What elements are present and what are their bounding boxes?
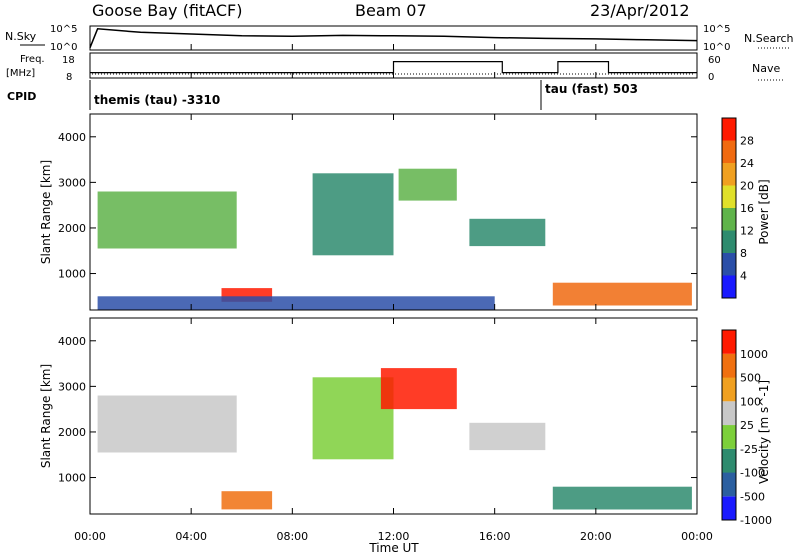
colorbar-frame (721, 329, 737, 521)
freq-trace (90, 61, 697, 74)
colorbar-swatch (722, 401, 736, 426)
noise-left-tick-bottom: 10^0 (50, 42, 77, 53)
y-tick-label: 4000 (58, 131, 86, 144)
colorbar-tick-label: 24 (740, 157, 754, 170)
noise-right-label: N.Search (744, 32, 794, 45)
freq-label-1: Freq. (20, 54, 45, 65)
echo-region (97, 395, 237, 453)
power-colorbar: 4 8 12 16 20 24 28 (721, 117, 754, 299)
freq-label-2: [MHz] (6, 68, 35, 79)
x-tick-label: 16:00 (479, 530, 511, 543)
y-tick-label: 3000 (58, 380, 86, 393)
y-tick-label: 4000 (58, 335, 86, 348)
echo-region (469, 422, 546, 451)
colorbar-frame (721, 117, 737, 299)
noise-right-tick-bottom: 10^0 (703, 42, 730, 53)
station-title: Goose Bay (fitACF) (92, 1, 242, 20)
colorbar-tick-label: 25 (740, 419, 754, 432)
echo-region (97, 296, 495, 310)
noise-sky-trace (89, 28, 698, 48)
cpid-segment-1: themis (tau) -3310 (94, 93, 220, 107)
colorbar-swatch (722, 118, 736, 141)
x-tick-label: 04:00 (175, 530, 207, 543)
nave-tick-bottom: 0 (708, 72, 714, 83)
colorbar-swatch (722, 472, 736, 497)
time-axis: 00:00 04:00 08:00 12:00 16:00 20:00 00:00 (74, 44, 713, 543)
velocity-colorbar-label: Velocity [m s^-1] (757, 380, 771, 484)
echo-region (97, 191, 237, 249)
colorbar-tick-label: -25 (740, 443, 758, 456)
beam-title: Beam 07 (355, 1, 427, 20)
colorbar-tick-label: 4 (740, 270, 747, 283)
cpid-segment-2: tau (fast) 503 (545, 82, 638, 96)
colorbar-swatch (722, 230, 736, 253)
power-data (97, 168, 692, 310)
velocity-data (97, 368, 692, 510)
power-y-axis: 1000 2000 3000 4000 (58, 131, 697, 281)
x-tick-label: 00:00 (74, 530, 106, 543)
cpid-label: CPID (7, 90, 36, 103)
colorbar-swatch (722, 163, 736, 186)
cpid-panel: CPID themis (tau) -3310 tau (fast) 503 (7, 80, 638, 110)
colorbar-swatch (722, 275, 736, 298)
x-tick-label: 08:00 (276, 530, 308, 543)
echo-region (312, 173, 394, 256)
colorbar-swatch (722, 208, 736, 231)
colorbar-tick-label: 16 (740, 202, 754, 215)
colorbar-swatch (722, 253, 736, 276)
echo-region (380, 368, 457, 410)
date-title: 23/Apr/2012 (590, 1, 690, 20)
colorbar-swatch (722, 330, 736, 354)
colorbar-swatch (722, 377, 736, 402)
echo-region (552, 486, 692, 510)
echo-region (552, 282, 692, 306)
colorbar-tick-label: -1000 (740, 514, 772, 527)
nave-tick-top: 60 (708, 55, 721, 66)
y-tick-label: 1000 (58, 268, 86, 281)
x-tick-label: 00:00 (681, 530, 713, 543)
colorbar-swatch (722, 496, 736, 521)
echo-region (398, 168, 457, 201)
time-axis-label: Time UT (368, 541, 419, 554)
freq-panel: Freq. [MHz] 18 8 60 0 Nave (6, 52, 784, 83)
velocity-colorbar: 1000 500 100 25 -25 -100 -500 -1000 (721, 329, 772, 527)
echo-region (469, 218, 546, 247)
nave-label: Nave (752, 62, 780, 75)
echo-region (221, 491, 273, 510)
echo-region (312, 377, 394, 460)
colorbar-tick-label: 1000 (740, 348, 768, 361)
y-tick-label: 2000 (58, 426, 86, 439)
power-colorbar-label: Power [dB] (757, 179, 771, 244)
noise-left-label: N.Sky (5, 30, 37, 43)
velocity-y-label: Slant Range [km] (39, 364, 53, 468)
power-panel: 1000 2000 3000 4000 Slant Range [km] (39, 113, 698, 311)
freq-tick-top: 18 (62, 55, 75, 66)
colorbar-tick-label: 20 (740, 180, 754, 193)
freq-tick-bottom: 8 (66, 72, 72, 83)
colorbar-tick-label: 500 (740, 372, 761, 385)
colorbar-swatch (722, 140, 736, 163)
colorbar-tick-label: 8 (740, 247, 747, 260)
colorbar-swatch (722, 448, 736, 473)
colorbar-tick-label: 100 (740, 395, 761, 408)
y-tick-label: 3000 (58, 176, 86, 189)
velocity-y-axis: 1000 2000 3000 4000 (58, 335, 697, 485)
colorbar-swatch (722, 353, 736, 378)
x-tick-label: 12:00 (378, 530, 410, 543)
noise-panel: N.Sky 10^5 10^0 10^5 10^0 N.Search (5, 24, 794, 53)
y-tick-label: 2000 (58, 222, 86, 235)
colorbar-tick-label: -100 (740, 467, 765, 480)
colorbar-swatch (722, 185, 736, 208)
noise-right-tick-top: 10^5 (703, 24, 730, 35)
colorbar-swatch (722, 425, 736, 449)
power-y-label: Slant Range [km] (39, 160, 53, 264)
y-tick-label: 1000 (58, 472, 86, 485)
colorbar-tick-label: 12 (740, 225, 754, 238)
colorbar-tick-label: -500 (740, 490, 765, 503)
noise-left-tick-top: 10^5 (50, 24, 77, 35)
velocity-panel: 1000 2000 3000 4000 Slant Range [km] (39, 317, 698, 515)
colorbar-tick-label: 28 (740, 135, 754, 148)
x-tick-label: 20:00 (580, 530, 612, 543)
